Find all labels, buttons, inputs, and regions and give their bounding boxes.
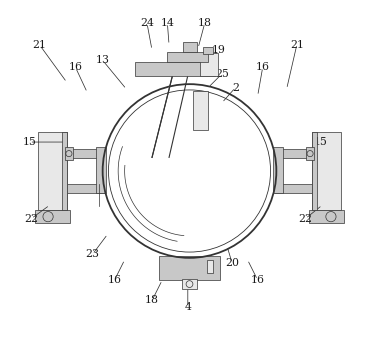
Text: 16: 16	[68, 62, 82, 72]
Bar	[63, 184, 104, 193]
Text: 16: 16	[256, 62, 270, 72]
Text: 16: 16	[251, 275, 265, 285]
Text: 15: 15	[22, 137, 36, 147]
Bar	[273, 147, 283, 193]
Bar	[63, 149, 104, 158]
Text: 4: 4	[184, 302, 191, 312]
Text: 21: 21	[33, 40, 47, 50]
Bar	[182, 279, 197, 289]
Bar	[193, 91, 208, 130]
Bar	[168, 52, 208, 62]
Bar	[309, 210, 344, 223]
Bar	[135, 62, 215, 76]
Bar	[38, 132, 67, 210]
Bar	[96, 147, 106, 193]
Text: 19: 19	[211, 45, 226, 55]
Text: 20: 20	[225, 258, 239, 268]
Bar	[65, 147, 73, 160]
Text: 18: 18	[198, 18, 212, 28]
Text: 13: 13	[96, 55, 110, 65]
Bar	[62, 132, 67, 210]
Text: 14: 14	[160, 18, 174, 28]
Bar	[275, 149, 316, 158]
Text: 22: 22	[298, 214, 312, 224]
Bar	[203, 47, 213, 54]
Text: 23: 23	[85, 249, 99, 260]
Bar	[207, 260, 213, 273]
Text: 2: 2	[232, 82, 239, 93]
Text: 18: 18	[145, 295, 159, 305]
Text: 22: 22	[24, 214, 38, 224]
Bar	[312, 132, 317, 210]
Text: 15: 15	[314, 137, 327, 147]
Bar	[159, 256, 220, 280]
Bar	[183, 42, 197, 52]
Text: 21: 21	[290, 40, 304, 50]
Bar	[275, 184, 316, 193]
Text: 25: 25	[215, 69, 229, 79]
Text: 16: 16	[108, 275, 122, 285]
Bar	[200, 53, 218, 76]
Bar	[35, 210, 70, 223]
Text: 24: 24	[140, 18, 154, 28]
Bar	[312, 132, 341, 210]
Bar	[306, 147, 314, 160]
